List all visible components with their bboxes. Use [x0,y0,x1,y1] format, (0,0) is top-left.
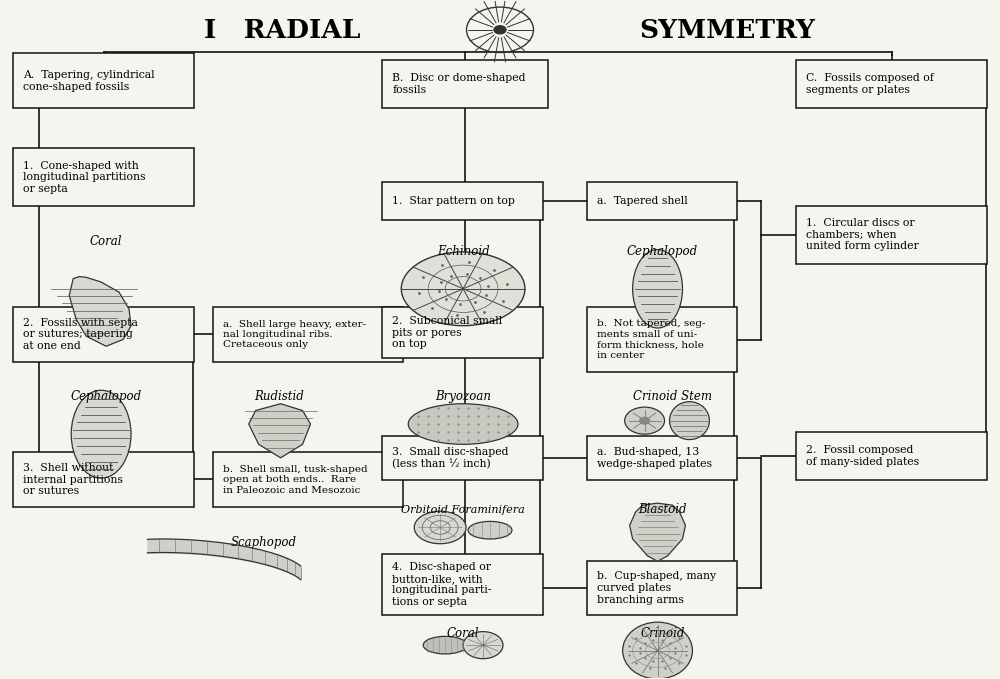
Text: A.  Tapering, cylindrical
cone-shaped fossils: A. Tapering, cylindrical cone-shaped fos… [23,70,155,92]
FancyBboxPatch shape [382,60,548,108]
FancyBboxPatch shape [213,307,403,362]
Text: 1.  Star pattern on top: 1. Star pattern on top [392,196,515,206]
FancyBboxPatch shape [587,182,737,220]
FancyBboxPatch shape [382,554,543,615]
FancyBboxPatch shape [382,307,543,359]
Text: Crinoid Stem: Crinoid Stem [633,390,712,403]
Polygon shape [630,503,685,562]
Ellipse shape [670,402,709,439]
FancyBboxPatch shape [13,54,194,108]
Polygon shape [69,276,131,346]
Ellipse shape [414,511,466,544]
Text: Rudistid: Rudistid [254,390,303,403]
Ellipse shape [468,521,512,539]
FancyBboxPatch shape [382,435,543,480]
Ellipse shape [623,622,692,679]
Text: a.  Tapered shell: a. Tapered shell [597,196,687,206]
Ellipse shape [71,390,131,478]
FancyBboxPatch shape [382,182,543,220]
FancyBboxPatch shape [796,60,987,108]
FancyBboxPatch shape [587,561,737,615]
Text: 2.  Subconical small
pits or pores
on top: 2. Subconical small pits or pores on top [392,316,503,349]
Text: 2.  Fossils with septa
or sutures; tapering
at one end: 2. Fossils with septa or sutures; taperi… [23,318,138,351]
FancyBboxPatch shape [13,148,194,206]
Text: a.  Bud-shaped, 13
wedge-shaped plates: a. Bud-shaped, 13 wedge-shaped plates [597,447,712,469]
Text: Bryozoan: Bryozoan [435,390,491,403]
Ellipse shape [625,407,665,434]
Text: 3.  Small disc-shaped
(less than ½ inch): 3. Small disc-shaped (less than ½ inch) [392,447,509,469]
Text: Crinoid: Crinoid [640,627,685,640]
Text: a.  Shell large heavy, exter-
nal longitudinal ribs.
Cretaceous only: a. Shell large heavy, exter- nal longitu… [223,320,366,349]
Text: 3.  Shell without
internal partitions
or sutures: 3. Shell without internal partitions or … [23,463,123,496]
Text: 2.  Fossil composed
of many-sided plates: 2. Fossil composed of many-sided plates [806,445,919,467]
FancyBboxPatch shape [13,452,194,507]
Text: SYMMETRY: SYMMETRY [640,18,815,43]
Text: Cephalopod: Cephalopod [71,390,142,403]
FancyBboxPatch shape [13,307,194,362]
FancyBboxPatch shape [213,452,403,507]
Text: b.  Shell small, tusk-shaped
open at both ends..  Rare
in Paleozoic and Mesozoic: b. Shell small, tusk-shaped open at both… [223,465,367,495]
Text: b.  Cup-shaped, many
curved plates
branching arms: b. Cup-shaped, many curved plates branch… [597,572,716,604]
Ellipse shape [633,250,682,328]
Text: b.  Not tapered, seg-
ments small of uni-
form thickness, hole
in center: b. Not tapered, seg- ments small of uni-… [597,319,705,360]
Text: Orbitoid Foraminifera: Orbitoid Foraminifera [401,505,525,515]
Text: Coral: Coral [447,627,479,640]
FancyBboxPatch shape [796,432,987,480]
Text: 1.  Cone-shaped with
longitudinal partitions
or septa: 1. Cone-shaped with longitudinal partiti… [23,161,146,194]
Circle shape [494,26,506,34]
Text: B.  Disc or dome-shaped
fossils: B. Disc or dome-shaped fossils [392,73,526,95]
Ellipse shape [401,252,525,326]
Circle shape [640,418,650,424]
Text: 4.  Disc-shaped or
button-like, with
longitudinal parti-
tions or septa: 4. Disc-shaped or button-like, with long… [392,562,492,607]
Text: Cephalopod: Cephalopod [627,245,698,258]
Text: Echinoid: Echinoid [437,245,489,258]
Text: C.  Fossils composed of
segments or plates: C. Fossils composed of segments or plate… [806,73,934,95]
Text: Coral: Coral [90,235,122,248]
Ellipse shape [423,636,467,654]
Ellipse shape [463,631,503,659]
Ellipse shape [408,404,518,444]
Text: Blastoid: Blastoid [638,503,687,517]
Polygon shape [249,404,311,458]
FancyBboxPatch shape [587,307,737,372]
FancyBboxPatch shape [587,435,737,480]
Text: I   RADIAL: I RADIAL [204,18,360,43]
Text: Scaphopod: Scaphopod [231,536,297,549]
Text: 1.  Circular discs or
chambers; when
united form cylinder: 1. Circular discs or chambers; when unit… [806,218,919,251]
FancyBboxPatch shape [796,206,987,263]
